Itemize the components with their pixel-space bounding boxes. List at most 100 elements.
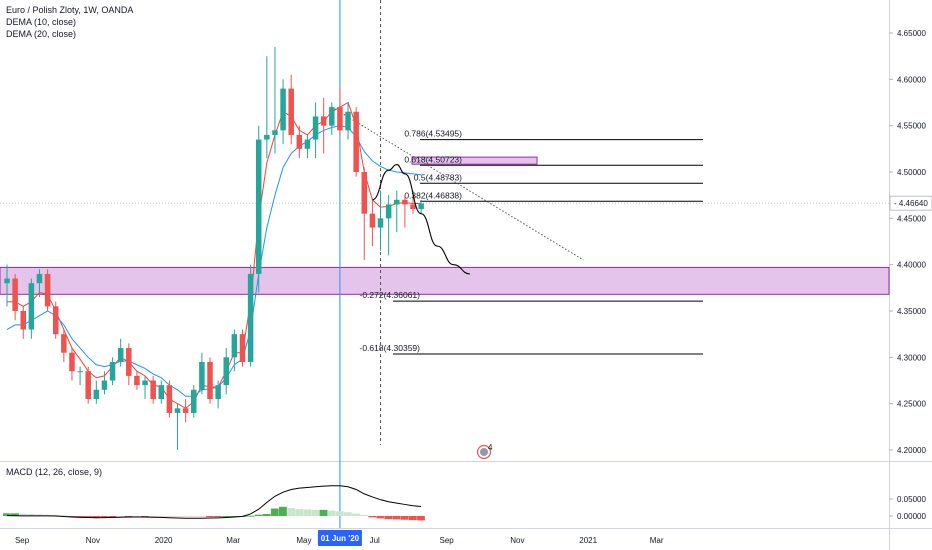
candle-down (85, 366, 91, 404)
purple-zones[interactable] (0, 156, 890, 295)
time-tick-label: Sep (15, 536, 30, 545)
support-zone[interactable] (0, 266, 890, 295)
candle-body (174, 408, 181, 413)
candle-down (182, 399, 189, 423)
alert-badge[interactable]: 4 (476, 443, 494, 460)
macd-histogram-bar (181, 516, 190, 517)
candle-body (272, 130, 278, 135)
candle-down (12, 273, 18, 321)
dema10-line (7, 101, 422, 409)
cursor-date-badge[interactable] (317, 530, 362, 546)
macd-histogram-bar (149, 516, 157, 518)
candle-body (207, 361, 213, 400)
candle-body (353, 111, 359, 172)
macd-histogram-bar (27, 513, 36, 516)
candle-body (61, 334, 67, 353)
candle-down (61, 329, 67, 362)
candle-body (361, 172, 368, 214)
macd-histogram-bar (408, 516, 417, 521)
candle-up (264, 56, 270, 159)
candle-body (20, 311, 26, 330)
macd-histogram-bar (352, 513, 360, 516)
time-tick-label: May (296, 536, 311, 545)
macd-histogram-bar (100, 516, 109, 518)
candle-body (215, 385, 221, 400)
macd-histogram-bar (303, 509, 312, 516)
candle-body (117, 348, 124, 362)
price-tick-label: 4.50000 (897, 168, 926, 177)
dema20-line (6, 125, 422, 397)
projection-path[interactable] (372, 164, 470, 275)
macd-line (6, 485, 422, 519)
price-pane[interactable] (0, 0, 890, 461)
badge-dot (480, 448, 488, 456)
candle-down (52, 301, 59, 339)
candle-body (247, 273, 254, 362)
price-tick-label: 4.40000 (897, 261, 926, 270)
candle-down (150, 375, 156, 404)
price-tick-label: 4.45000 (897, 214, 926, 223)
macd-histogram-bar (295, 509, 304, 516)
candle-down (353, 107, 359, 177)
candle-up (255, 125, 262, 293)
candle-down (369, 199, 376, 247)
time-axis[interactable]: Sep Nov 2020 Mar May Jul Sep Nov 2021 Mar 01 Jun '… (15, 530, 664, 546)
candle-down (239, 329, 246, 367)
candle-body (329, 107, 335, 126)
projection-curve[interactable] (372, 164, 470, 275)
macd-histogram-bar (392, 516, 401, 520)
price-axis[interactable]: 4.65000 4.60000 4.55000 4.50000 4.45000 4.400… (889, 29, 932, 521)
candle-up (215, 380, 221, 409)
candle-body (109, 361, 116, 381)
candle-up (36, 269, 43, 298)
dotted-trendline[interactable] (331, 106, 584, 261)
candle-body (126, 348, 132, 376)
current-price-badge[interactable] (889, 195, 932, 211)
candle-up (385, 195, 392, 256)
candle-up (109, 357, 116, 386)
fib-levels[interactable]: 0.786(4.53495) 0.618(4.50723) 0.5(4.48783)… (360, 129, 704, 355)
candle-body (296, 134, 303, 149)
candle-body (44, 273, 51, 307)
dema10-legend[interactable]: DEMA (10, close) (6, 17, 77, 27)
macd-histogram-bar (205, 516, 214, 517)
candle-up (101, 371, 108, 395)
macd-histogram-bar (230, 516, 239, 517)
time-tick-label: Mar (226, 536, 240, 545)
resistance-zone[interactable] (411, 156, 538, 165)
candle-down (134, 371, 140, 390)
candle-up (158, 380, 165, 404)
candle-up (223, 348, 229, 395)
macd-histogram-bar (165, 516, 174, 517)
candle-body (191, 389, 197, 413)
candle-up (272, 46, 278, 154)
macd-histogram-bar (11, 513, 19, 516)
fib-label: 0.5(4.48783) (414, 172, 462, 182)
time-tick-label: 2020 (155, 536, 173, 545)
candle-body (199, 361, 205, 390)
candle-down (44, 269, 51, 311)
candle-body (402, 199, 408, 205)
candle-up (247, 264, 254, 367)
macd-histogram-bar (376, 516, 385, 519)
candle-body (320, 116, 327, 126)
candle-down (166, 380, 173, 418)
macd-histogram-bar (35, 514, 44, 516)
trendline[interactable] (331, 106, 584, 261)
symbol-legend[interactable]: Euro / Polish Zloty, 1W, OANDA (6, 5, 134, 15)
fib-label: 0.382(4.46838) (404, 190, 462, 200)
candle-body (142, 380, 148, 386)
macd-histogram-bar (2, 513, 11, 516)
fib-label: -0.272(4.36061) (360, 290, 421, 300)
macd-histogram-bar (67, 516, 76, 517)
macd-legend[interactable]: MACD (12, 26, close, 9) (6, 467, 103, 477)
macd-histogram-bar (76, 516, 84, 518)
dema20-legend[interactable]: DEMA (20, close) (6, 29, 77, 39)
macd-histogram-bar (327, 510, 336, 516)
cursor-date-label: 01 Jun '20 (321, 534, 360, 543)
macd-tick-label: 0.05000 (897, 495, 926, 504)
macd-histogram-bar (384, 516, 393, 520)
dema-lines (6, 101, 422, 409)
candle-body (28, 283, 35, 330)
